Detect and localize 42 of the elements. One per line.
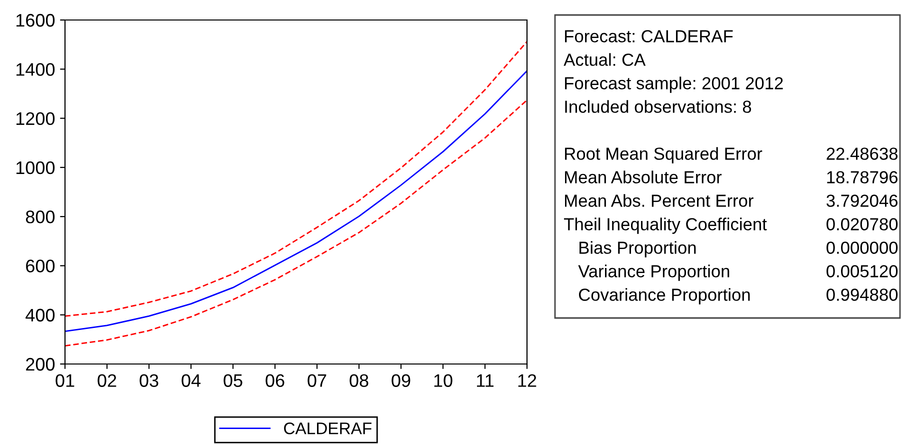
line-series	[65, 40, 527, 317]
category-label: Variance Proportion	[578, 264, 730, 281]
y-tick-label: 600	[26, 260, 55, 272]
text: 22.48638	[826, 148, 898, 160]
x-tick-label: 03	[140, 374, 158, 387]
y-tick-label: 400	[26, 308, 55, 322]
text: 0.020780	[826, 218, 898, 230]
line-series	[65, 99, 527, 347]
x-tick-label: 06	[266, 374, 284, 387]
y-tick-label: 1400	[16, 63, 55, 76]
category-label: Root Mean Squared Error	[565, 147, 762, 164]
x-tick-label: 09	[392, 374, 410, 387]
x-tick-label: 04	[182, 374, 201, 387]
x-tick-label: 12	[518, 374, 536, 387]
x-tick-label: 01	[56, 374, 74, 387]
text: Actual: CA	[564, 53, 646, 66]
category-label: Bias Proportion	[580, 241, 696, 258]
text: Forecast: CALDERAF	[565, 30, 733, 42]
category-label: Theil Inequality Coefficient	[564, 218, 767, 234]
y-tick-label: 1600	[16, 14, 55, 27]
x-tick-label: 11	[477, 374, 494, 387]
legend-label: CALDERAF	[284, 422, 372, 434]
category-label: Covariance Proportion	[578, 288, 750, 304]
y-tick-label: 1000	[16, 161, 55, 174]
category-label: Mean Absolute Error	[565, 170, 722, 184]
text: 3.792046	[826, 194, 898, 207]
x-tick-label: 05	[224, 374, 242, 387]
x-tick-label: 02	[98, 374, 116, 387]
text: 0.994880	[826, 288, 898, 301]
y-tick-label: 800	[26, 210, 55, 224]
y-tick-label: 200	[26, 358, 55, 371]
text: Forecast sample: 2001 2012	[565, 76, 783, 93]
text: 0.000000	[826, 242, 898, 254]
text: Included observations: 8	[565, 100, 752, 113]
text: 18.78796	[827, 171, 898, 184]
x-tick-label: 08	[350, 374, 368, 387]
category-label: Mean Abs. Percent Error	[565, 194, 754, 207]
x-tick-label: 07	[308, 374, 326, 387]
x-tick-label: 10	[434, 374, 452, 387]
text: 0.005120	[826, 265, 898, 278]
y-tick-label: 1200	[16, 112, 55, 126]
line-series	[65, 70, 527, 332]
